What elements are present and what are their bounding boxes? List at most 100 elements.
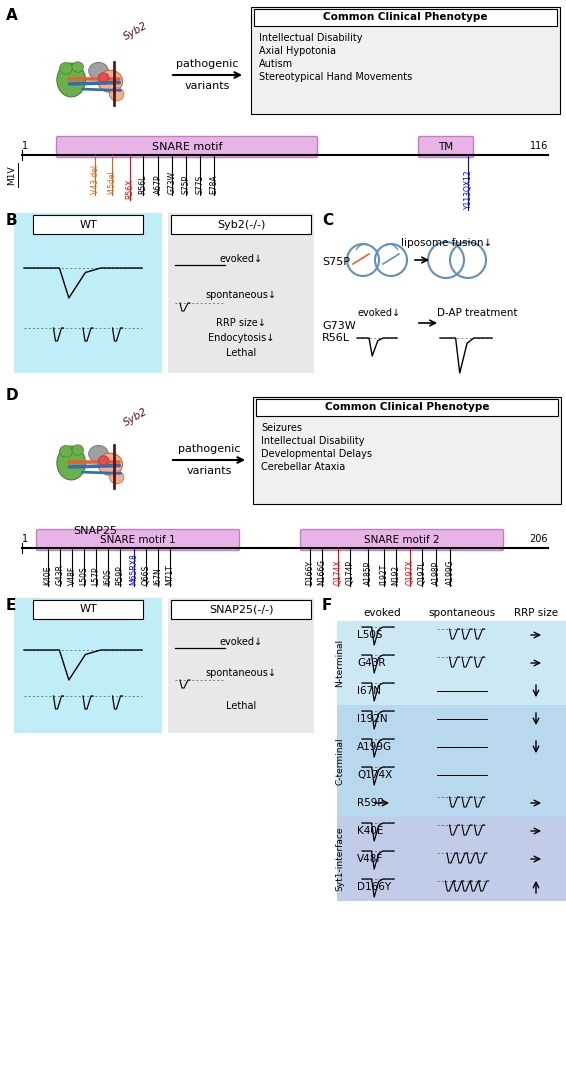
Ellipse shape [89, 446, 108, 462]
Text: Q174X: Q174X [357, 770, 392, 780]
FancyBboxPatch shape [253, 397, 561, 504]
Text: RRP size↓: RRP size↓ [216, 318, 266, 328]
Text: R56L: R56L [139, 175, 148, 194]
FancyBboxPatch shape [254, 9, 557, 26]
Text: K40E: K40E [357, 826, 383, 836]
Ellipse shape [98, 70, 123, 92]
Text: pathogenic: pathogenic [178, 444, 240, 454]
Text: M1V: M1V [7, 165, 16, 185]
Text: V43 del: V43 del [91, 165, 100, 194]
Text: K40E: K40E [44, 566, 53, 585]
Text: Y113QX12: Y113QX12 [464, 170, 473, 209]
Text: evoked↓: evoked↓ [220, 253, 263, 264]
Text: M71T: M71T [165, 564, 174, 585]
Text: E78A: E78A [209, 174, 218, 194]
Text: D-AP treatment: D-AP treatment [437, 308, 517, 318]
Text: WT: WT [79, 219, 97, 230]
Ellipse shape [98, 73, 109, 82]
Text: Developmental Delays: Developmental Delays [261, 449, 372, 459]
Text: evoked↓: evoked↓ [220, 637, 263, 647]
Ellipse shape [59, 62, 72, 74]
Text: Common Clinical Phenotype: Common Clinical Phenotype [323, 13, 488, 23]
Text: I60S: I60S [104, 568, 113, 585]
Ellipse shape [110, 470, 124, 483]
Text: 116: 116 [530, 141, 548, 151]
Text: variants: variants [186, 466, 231, 476]
Text: A67P: A67P [153, 174, 162, 194]
Text: L50S: L50S [79, 566, 88, 585]
Text: TM: TM [439, 142, 453, 153]
Text: Intellectual Disability: Intellectual Disability [259, 33, 362, 43]
Text: evoked↓: evoked↓ [358, 308, 401, 318]
Text: D166Y: D166Y [357, 882, 391, 892]
Text: Seizures: Seizures [261, 423, 302, 433]
Text: G73W: G73W [322, 321, 356, 331]
Text: I67N: I67N [357, 686, 381, 696]
Ellipse shape [57, 446, 85, 480]
Text: V48F: V48F [67, 566, 76, 585]
Text: I192T: I192T [379, 564, 388, 585]
Text: variants: variants [185, 81, 230, 91]
Text: Q197L: Q197L [418, 561, 427, 585]
FancyBboxPatch shape [57, 136, 318, 158]
Text: spontaneous↓: spontaneous↓ [205, 668, 277, 678]
Text: A199G: A199G [445, 560, 454, 585]
Text: Lethal: Lethal [226, 701, 256, 711]
Text: 206: 206 [530, 534, 548, 545]
Text: A: A [6, 8, 18, 23]
FancyBboxPatch shape [301, 529, 504, 551]
Text: Q174P: Q174P [345, 560, 354, 585]
FancyBboxPatch shape [14, 213, 162, 373]
FancyBboxPatch shape [171, 600, 311, 619]
Text: pathogenic: pathogenic [176, 59, 239, 69]
Text: C-terminal: C-terminal [336, 737, 345, 785]
Ellipse shape [72, 62, 84, 72]
Text: G73W: G73W [168, 171, 177, 194]
Text: Common Clinical Phenotype: Common Clinical Phenotype [325, 403, 489, 412]
Text: A199G: A199G [357, 742, 392, 752]
Text: Stereotypical Hand Movements: Stereotypical Hand Movements [259, 72, 412, 82]
Text: N192: N192 [392, 565, 401, 585]
Text: Endocytosis↓: Endocytosis↓ [208, 333, 274, 343]
Text: Q197X: Q197X [405, 560, 414, 585]
Text: V48F: V48F [357, 854, 383, 863]
Text: Q174X: Q174X [333, 560, 342, 585]
Text: N166G: N166G [318, 558, 327, 585]
FancyBboxPatch shape [337, 705, 566, 817]
Text: 1: 1 [22, 141, 28, 151]
Text: WT: WT [79, 605, 97, 614]
FancyArrowPatch shape [357, 244, 367, 249]
Text: Axial Hypotonia: Axial Hypotonia [259, 46, 336, 56]
Text: C: C [322, 213, 333, 228]
Text: Intellectual Disability: Intellectual Disability [261, 436, 365, 446]
Text: L50S: L50S [357, 630, 383, 640]
FancyBboxPatch shape [33, 215, 143, 234]
Text: F: F [322, 598, 332, 613]
Text: G43R: G43R [357, 658, 385, 668]
Text: Autism: Autism [259, 59, 293, 69]
FancyBboxPatch shape [337, 621, 566, 705]
Ellipse shape [72, 445, 84, 455]
Text: I192N: I192N [357, 714, 388, 724]
Text: N-terminal: N-terminal [336, 639, 345, 687]
FancyBboxPatch shape [33, 600, 143, 619]
Text: liposome fusion↓: liposome fusion↓ [401, 238, 492, 248]
FancyBboxPatch shape [168, 598, 314, 732]
Text: 1: 1 [22, 534, 28, 545]
Text: Syt1-interface: Syt1-interface [336, 827, 345, 891]
Text: RRP size: RRP size [514, 608, 558, 618]
Text: M65RX8: M65RX8 [130, 553, 139, 585]
Text: S75P: S75P [322, 257, 350, 267]
Text: SNAP25(-/-): SNAP25(-/-) [209, 605, 273, 614]
Ellipse shape [98, 453, 123, 476]
Text: evoked: evoked [363, 608, 401, 618]
Text: R59P: R59P [357, 798, 384, 808]
Text: E: E [6, 598, 16, 613]
Text: G43R: G43R [55, 564, 65, 585]
Text: SNAP25: SNAP25 [73, 526, 117, 536]
FancyBboxPatch shape [14, 598, 162, 732]
Text: A198P: A198P [431, 561, 440, 585]
Text: R56L: R56L [322, 333, 350, 343]
Text: B: B [6, 213, 18, 228]
Text: SNARE motif: SNARE motif [152, 142, 222, 153]
